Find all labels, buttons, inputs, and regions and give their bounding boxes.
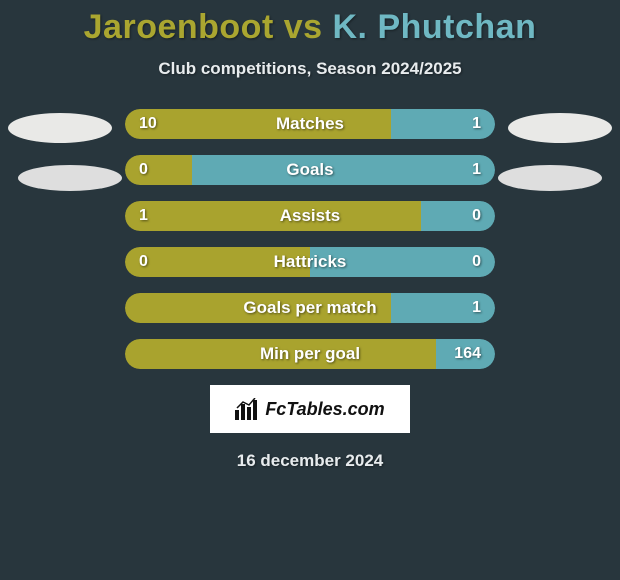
bar-segment-p2	[421, 201, 495, 231]
metric-bar: Goals01	[125, 155, 495, 185]
player1-name: Jaroenboot	[84, 8, 274, 46]
bar-segment-p2	[192, 155, 495, 185]
chart-icon	[235, 398, 259, 420]
site-name: FcTables.com	[265, 399, 384, 420]
bar-segment-p1	[125, 109, 391, 139]
player2-name: K. Phutchan	[333, 8, 537, 46]
comparison-title: Jaroenboot vs K. Phutchan	[0, 0, 620, 47]
metric-value-p2: 164	[454, 339, 481, 369]
vs-separator: vs	[284, 8, 323, 46]
metric-bar: Hattricks00	[125, 247, 495, 277]
metric-bar: Matches101	[125, 109, 495, 139]
bar-segment-p1	[125, 155, 192, 185]
bar-segment-p1	[125, 247, 310, 277]
metric-value-p2: 1	[472, 155, 481, 185]
player2-avatar-top	[508, 113, 612, 143]
metric-value-p1: 10	[139, 109, 157, 139]
footer-date: 16 december 2024	[0, 451, 620, 471]
bar-segment-p2	[310, 247, 495, 277]
comparison-bars: Matches101Goals01Assists10Hattricks00Goa…	[125, 109, 495, 369]
comparison-chart: Matches101Goals01Assists10Hattricks00Goa…	[0, 109, 620, 369]
metric-value-p1: 1	[139, 201, 148, 231]
metric-value-p1: 0	[139, 247, 148, 277]
player2-avatar-bot	[498, 165, 602, 191]
site-logo: FcTables.com	[210, 385, 410, 433]
player1-avatar-top	[8, 113, 112, 143]
metric-value-p2: 0	[472, 247, 481, 277]
competition-subtitle: Club competitions, Season 2024/2025	[0, 59, 620, 79]
metric-value-p2: 0	[472, 201, 481, 231]
metric-value-p1: 0	[139, 155, 148, 185]
bar-segment-p1	[125, 293, 391, 323]
metric-bar: Min per goal164	[125, 339, 495, 369]
metric-bar: Goals per match1	[125, 293, 495, 323]
metric-bar: Assists10	[125, 201, 495, 231]
bar-segment-p1	[125, 339, 436, 369]
metric-value-p2: 1	[472, 109, 481, 139]
bar-segment-p1	[125, 201, 421, 231]
metric-value-p2: 1	[472, 293, 481, 323]
player1-avatar-bot	[18, 165, 122, 191]
